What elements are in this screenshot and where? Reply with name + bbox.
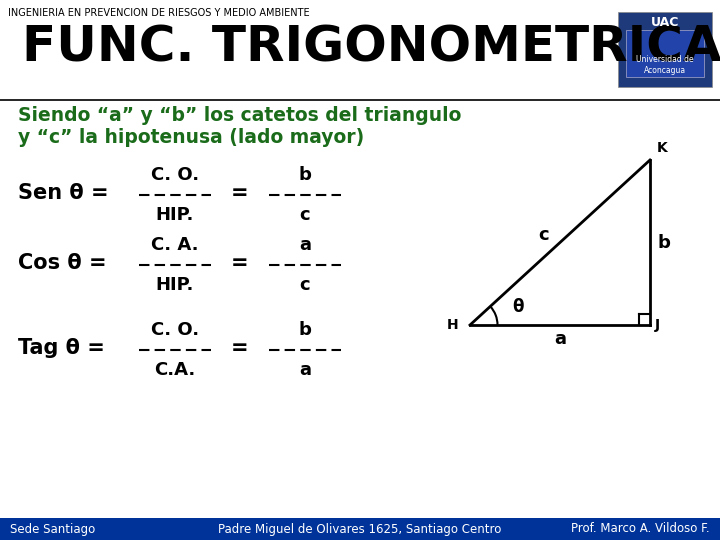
Text: c: c	[300, 276, 310, 294]
Text: b: b	[299, 166, 312, 184]
Text: a: a	[299, 361, 311, 379]
Text: Siendo “a” y “b” los catetos del triangulo: Siendo “a” y “b” los catetos del triangu…	[18, 106, 462, 125]
Text: Prof. Marco A. Vildoso F.: Prof. Marco A. Vildoso F.	[572, 523, 710, 536]
Text: UAC: UAC	[651, 16, 679, 29]
Text: Padre Miguel de Olivares 1625, Santiago Centro: Padre Miguel de Olivares 1625, Santiago …	[218, 523, 502, 536]
Text: Tag θ =: Tag θ =	[18, 338, 105, 358]
Bar	[0, 518, 720, 540]
Text: Sede Santiago: Sede Santiago	[10, 523, 95, 536]
Text: J: J	[655, 318, 660, 332]
Text: θ: θ	[512, 298, 523, 316]
Text: HIP.: HIP.	[156, 276, 194, 294]
Text: Universidad de
Aconcagua: Universidad de Aconcagua	[636, 55, 694, 75]
Text: a: a	[299, 236, 311, 254]
Text: b: b	[657, 233, 670, 252]
Text: INGENIERIA EN PREVENCION DE RIESGOS Y MEDIO AMBIENTE: INGENIERIA EN PREVENCION DE RIESGOS Y ME…	[8, 8, 310, 18]
Bar	[618, 12, 712, 87]
Text: H: H	[446, 318, 458, 332]
Text: =: =	[231, 253, 249, 273]
Text: Cos θ =: Cos θ =	[18, 253, 107, 273]
Text: =: =	[231, 338, 249, 358]
Text: C. O.: C. O.	[151, 321, 199, 339]
Text: c: c	[539, 226, 549, 244]
Text: a: a	[554, 330, 566, 348]
Text: K: K	[657, 141, 667, 155]
Text: c: c	[300, 206, 310, 224]
Text: b: b	[299, 321, 312, 339]
Text: Sen θ =: Sen θ =	[18, 183, 109, 203]
Text: C. O.: C. O.	[151, 166, 199, 184]
Text: C.A.: C.A.	[154, 361, 196, 379]
Text: HIP.: HIP.	[156, 206, 194, 224]
Text: =: =	[231, 183, 249, 203]
Text: y “c” la hipotenusa (lado mayor): y “c” la hipotenusa (lado mayor)	[18, 128, 364, 147]
Text: C. A.: C. A.	[151, 236, 199, 254]
Text: FUNC. TRIGONOMETRICAS: FUNC. TRIGONOMETRICAS	[22, 24, 720, 72]
Bar	[626, 30, 704, 77]
